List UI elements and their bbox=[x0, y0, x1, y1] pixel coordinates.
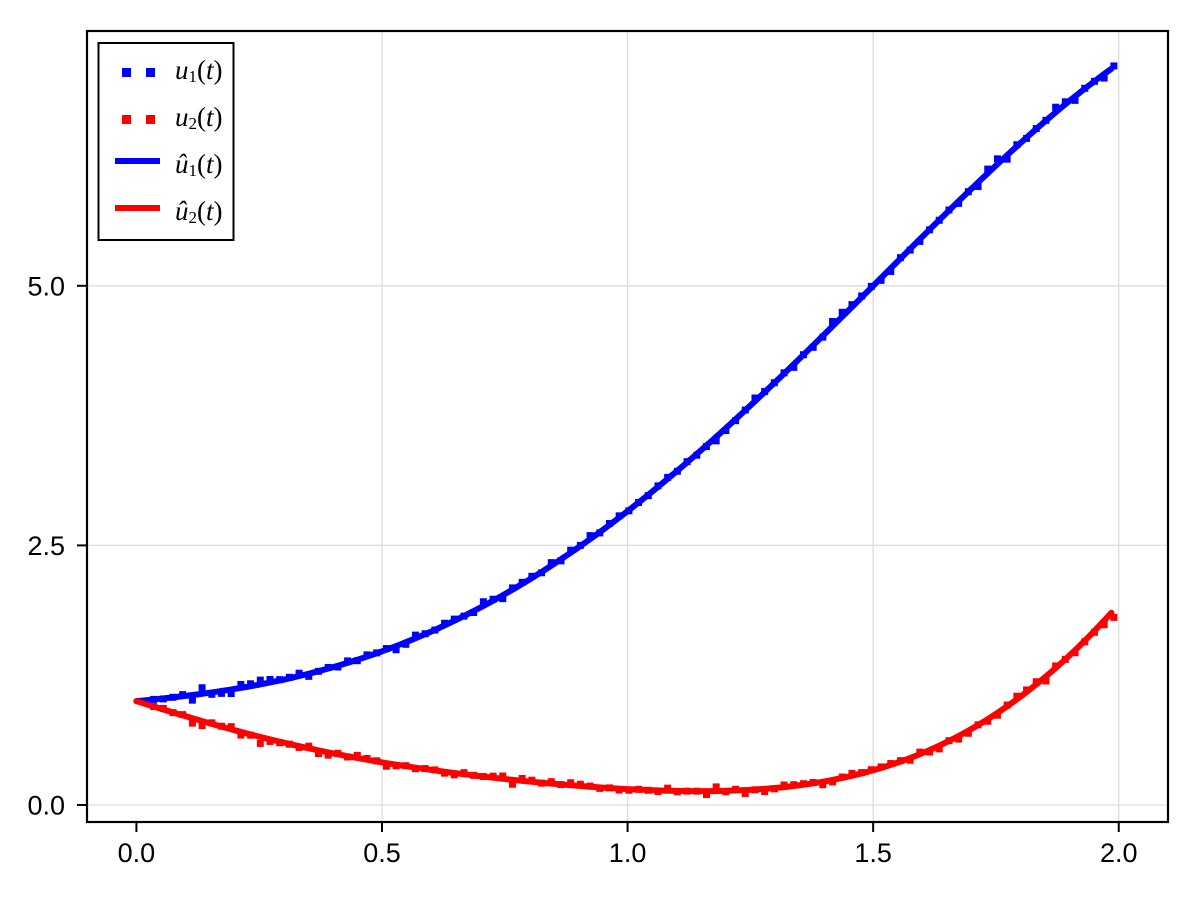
svg-text:1.0: 1.0 bbox=[609, 838, 647, 868]
svg-text:0.0: 0.0 bbox=[27, 791, 65, 821]
svg-text:0.0: 0.0 bbox=[118, 838, 156, 868]
svg-text:u2(t): u2(t) bbox=[175, 102, 223, 133]
svg-text:2.5: 2.5 bbox=[27, 531, 65, 561]
svg-text:1.5: 1.5 bbox=[854, 838, 892, 868]
svg-text:5.0: 5.0 bbox=[27, 271, 65, 301]
svg-text:û2(t): û2(t) bbox=[175, 196, 223, 227]
svg-text:u1(t): u1(t) bbox=[175, 55, 223, 86]
svg-text:û1(t): û1(t) bbox=[175, 149, 223, 180]
svg-text:2.0: 2.0 bbox=[1100, 838, 1138, 868]
svg-text:0.5: 0.5 bbox=[363, 838, 401, 868]
